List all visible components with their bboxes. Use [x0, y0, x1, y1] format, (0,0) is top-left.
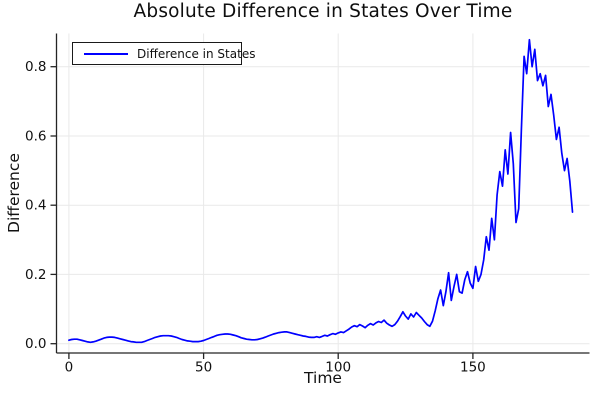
y-tick-label: 0.4 — [25, 198, 46, 214]
legend-line-sample — [84, 52, 128, 55]
x-tick-label: 100 — [325, 360, 351, 376]
x-tick-label: 0 — [65, 360, 74, 376]
y-axis-label: Difference — [5, 153, 23, 233]
legend: Difference in States — [72, 42, 255, 65]
y-tick-label: 0.0 — [25, 336, 46, 352]
chart-title: Absolute Difference in States Over Time — [133, 1, 513, 22]
y-tick-label: 0.2 — [25, 267, 46, 283]
x-axis-label: Time — [304, 369, 342, 387]
y-tick-label: 0.8 — [25, 59, 46, 75]
series-line — [68, 38, 574, 344]
y-tick-label: 0.6 — [25, 129, 46, 145]
legend-entry-label: Difference in States — [137, 46, 256, 61]
x-tick-label: 150 — [460, 360, 486, 376]
x-tick-label: 50 — [195, 360, 212, 376]
